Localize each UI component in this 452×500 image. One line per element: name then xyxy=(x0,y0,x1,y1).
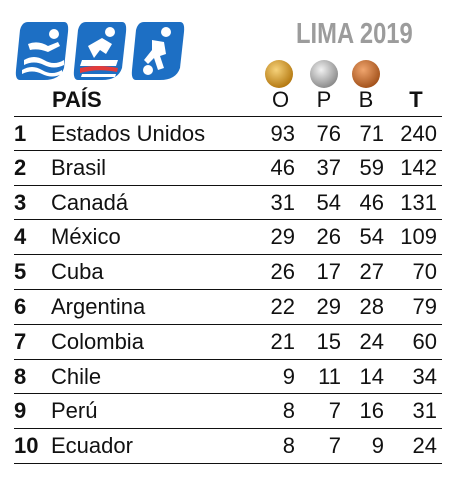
bronze-count-cell: 27 xyxy=(359,259,384,285)
total-count-cell: 79 xyxy=(412,293,437,319)
table-row: 3 Canadá 31 54 46 131 xyxy=(14,186,442,221)
country-cell: Estados Unidos xyxy=(51,121,206,146)
silver-count-cell: 26 xyxy=(316,224,341,250)
country-cell: Cuba xyxy=(51,259,104,285)
total-count-cell: 70 xyxy=(412,259,437,285)
silver-column-header: P xyxy=(316,87,332,112)
gold-count-cell: 46 xyxy=(270,154,295,180)
event-title: LIMA 2019 xyxy=(296,18,413,50)
total-count-cell: 60 xyxy=(412,328,437,354)
gold-count-cell: 9 xyxy=(282,363,295,389)
table-row: 7 Colombia 21 15 24 60 xyxy=(14,325,442,360)
total-count-cell: 109 xyxy=(400,224,437,250)
bronze-count-cell: 28 xyxy=(359,293,384,319)
bronze-count-cell: 59 xyxy=(359,154,384,180)
gold-count-cell: 31 xyxy=(270,189,295,215)
gold-column-header: O xyxy=(272,87,290,112)
silver-count-cell: 7 xyxy=(328,398,341,424)
table-row: 8 Chile 9 11 14 34 xyxy=(14,360,442,395)
country-column-header: PAÍS xyxy=(52,87,102,112)
silver-count-cell: 15 xyxy=(316,328,341,354)
rank-cell: 3 xyxy=(14,189,27,215)
silver-count-cell: 11 xyxy=(318,363,341,389)
bronze-count-cell: 71 xyxy=(359,121,384,146)
country-cell: Colombia xyxy=(51,328,144,354)
country-cell: Ecuador xyxy=(51,433,133,459)
rank-cell: 10 xyxy=(14,433,39,459)
total-count-cell: 31 xyxy=(412,398,437,424)
table-row: 6 Argentina 22 29 28 79 xyxy=(14,290,442,325)
table-row: 4 México 29 26 54 109 xyxy=(14,220,442,256)
rank-cell: 1 xyxy=(14,121,27,146)
table-row: 1 Estados Unidos 93 76 71 240 xyxy=(14,116,442,151)
gold-count-cell: 22 xyxy=(270,293,295,319)
total-column-header: T xyxy=(409,87,423,112)
bronze-column-header: B xyxy=(358,87,374,112)
silver-count-cell: 17 xyxy=(316,259,341,285)
rank-cell: 4 xyxy=(14,224,27,250)
rank-cell: 6 xyxy=(14,293,27,319)
gold-count-cell: 8 xyxy=(282,433,295,459)
gold-count-cell: 93 xyxy=(270,121,295,146)
rank-cell: 2 xyxy=(14,154,27,180)
table-row: 2 Brasil 46 37 59 142 xyxy=(14,151,442,186)
gold-count-cell: 29 xyxy=(270,224,295,250)
country-cell: México xyxy=(51,224,121,250)
total-count-cell: 142 xyxy=(400,154,437,180)
country-cell: Chile xyxy=(51,363,102,389)
total-count-cell: 24 xyxy=(412,433,437,459)
total-count-cell: 131 xyxy=(400,189,437,215)
gold-count-cell: 26 xyxy=(270,259,295,285)
silver-count-cell: 7 xyxy=(328,433,341,459)
total-count-cell: 34 xyxy=(412,363,437,389)
sport-pictograms xyxy=(14,20,186,82)
silver-count-cell: 54 xyxy=(316,189,341,215)
bronze-medal-icon xyxy=(352,60,380,88)
silver-count-cell: 37 xyxy=(316,154,341,180)
silver-count-cell: 76 xyxy=(316,121,341,146)
water-sport-pictogram-icon xyxy=(15,22,69,80)
table-row: 5 Cuba 26 17 27 70 xyxy=(14,255,442,290)
table-row: 9 Perú 8 7 16 31 xyxy=(14,394,442,430)
medal-table: 1 Estados Unidos 93 76 71 240 2 Brasil 46 37 59 142… xyxy=(14,116,442,464)
country-cell: Brasil xyxy=(51,154,107,180)
silver-count-cell: 29 xyxy=(316,293,341,319)
country-cell: Argentina xyxy=(51,293,146,319)
bronze-count-cell: 24 xyxy=(359,328,384,354)
table-row: 10 Ecuador 8 7 9 24 xyxy=(14,429,442,464)
football-pictogram-icon xyxy=(131,22,185,80)
cycling-pictogram-icon xyxy=(73,22,127,80)
rank-cell: 9 xyxy=(14,398,27,424)
country-cell: Perú xyxy=(51,398,98,424)
rank-cell: 5 xyxy=(14,259,27,285)
gold-count-cell: 21 xyxy=(270,328,295,354)
country-cell: Canadá xyxy=(51,189,129,215)
table-header: PAÍS O P B T xyxy=(0,84,452,116)
silver-medal-icon xyxy=(310,60,338,88)
bronze-count-cell: 14 xyxy=(359,363,384,389)
rank-cell: 8 xyxy=(14,363,27,389)
bronze-count-cell: 16 xyxy=(359,398,384,424)
gold-count-cell: 8 xyxy=(282,398,295,424)
total-count-cell: 240 xyxy=(400,121,437,146)
gold-medal-icon xyxy=(265,60,293,88)
rank-cell: 7 xyxy=(14,328,27,354)
bronze-count-cell: 54 xyxy=(359,224,384,250)
bronze-count-cell: 46 xyxy=(359,189,384,215)
bronze-count-cell: 9 xyxy=(371,433,384,459)
